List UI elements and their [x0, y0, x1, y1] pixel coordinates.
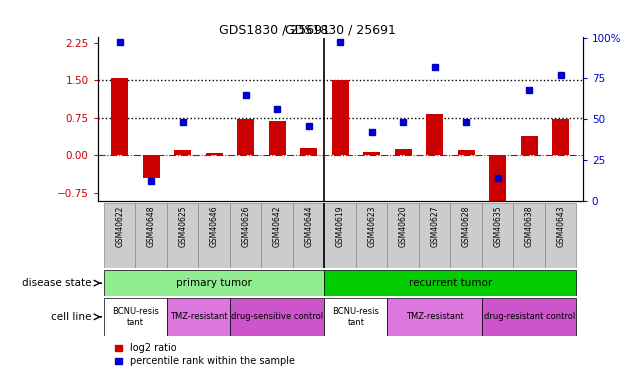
Text: GSM40635: GSM40635 [493, 206, 502, 248]
Bar [230, 202, 261, 268]
Bar [356, 202, 387, 268]
Bar [104, 298, 167, 336]
Bar [104, 202, 135, 268]
Bar [174, 150, 192, 156]
Bar [300, 148, 318, 156]
Text: TMZ-resistant: TMZ-resistant [169, 312, 227, 321]
Bar [457, 150, 475, 156]
Bar [331, 80, 349, 156]
Bar [394, 149, 412, 156]
Text: GSM40646: GSM40646 [210, 206, 219, 248]
Text: primary tumor: primary tumor [176, 278, 252, 288]
Text: cell line: cell line [51, 312, 91, 322]
Bar [324, 270, 576, 296]
Text: drug-sensitive control: drug-sensitive control [231, 312, 323, 321]
Bar [426, 114, 444, 156]
Text: recurrent tumor: recurrent tumor [409, 278, 492, 288]
Bar [513, 202, 545, 268]
Bar [324, 202, 356, 268]
Bar [198, 202, 230, 268]
Bar [489, 156, 507, 201]
Bar [520, 136, 538, 156]
Bar [261, 202, 293, 268]
Text: GSM40619: GSM40619 [336, 206, 345, 247]
Bar [167, 298, 230, 336]
Bar [419, 202, 450, 268]
Text: GSM40620: GSM40620 [399, 206, 408, 247]
Bar [450, 202, 482, 268]
Bar [237, 119, 255, 156]
Text: GSM40625: GSM40625 [178, 206, 187, 247]
Text: GSM40628: GSM40628 [462, 206, 471, 247]
Text: GSM40644: GSM40644 [304, 206, 313, 248]
Text: GSM40638: GSM40638 [525, 206, 534, 247]
Bar [545, 202, 576, 268]
Bar [324, 298, 387, 336]
Bar [552, 119, 570, 156]
Bar [482, 202, 513, 268]
Text: GSM40627: GSM40627 [430, 206, 439, 247]
Text: GSM40622: GSM40622 [115, 206, 124, 247]
Bar [167, 202, 198, 268]
Title: GDS1830 / 25691: GDS1830 / 25691 [285, 23, 396, 36]
Bar [111, 78, 129, 156]
Text: GSM40642: GSM40642 [273, 206, 282, 247]
Text: disease state: disease state [22, 278, 91, 288]
Text: GSM40643: GSM40643 [556, 206, 565, 248]
Bar [230, 298, 324, 336]
Text: drug-resistant control: drug-resistant control [484, 312, 575, 321]
Bar [363, 152, 381, 156]
Text: GDS1830 / 25691: GDS1830 / 25691 [219, 23, 329, 36]
Bar [135, 202, 167, 268]
Bar [142, 156, 160, 178]
Legend: log2 ratio, percentile rank within the sample: log2 ratio, percentile rank within the s… [115, 344, 295, 366]
Bar [104, 270, 324, 296]
Text: BCNU-resis
tant: BCNU-resis tant [112, 307, 159, 327]
Bar [268, 122, 286, 156]
Text: BCNU-resis
tant: BCNU-resis tant [333, 307, 379, 327]
Text: GSM40623: GSM40623 [367, 206, 376, 247]
Text: TMZ-resistant: TMZ-resistant [406, 312, 464, 321]
Text: GSM40648: GSM40648 [147, 206, 156, 247]
Bar [387, 202, 419, 268]
Text: GSM40626: GSM40626 [241, 206, 250, 247]
Bar [293, 202, 324, 268]
Bar [482, 298, 576, 336]
Bar [387, 298, 482, 336]
Bar [205, 153, 223, 156]
